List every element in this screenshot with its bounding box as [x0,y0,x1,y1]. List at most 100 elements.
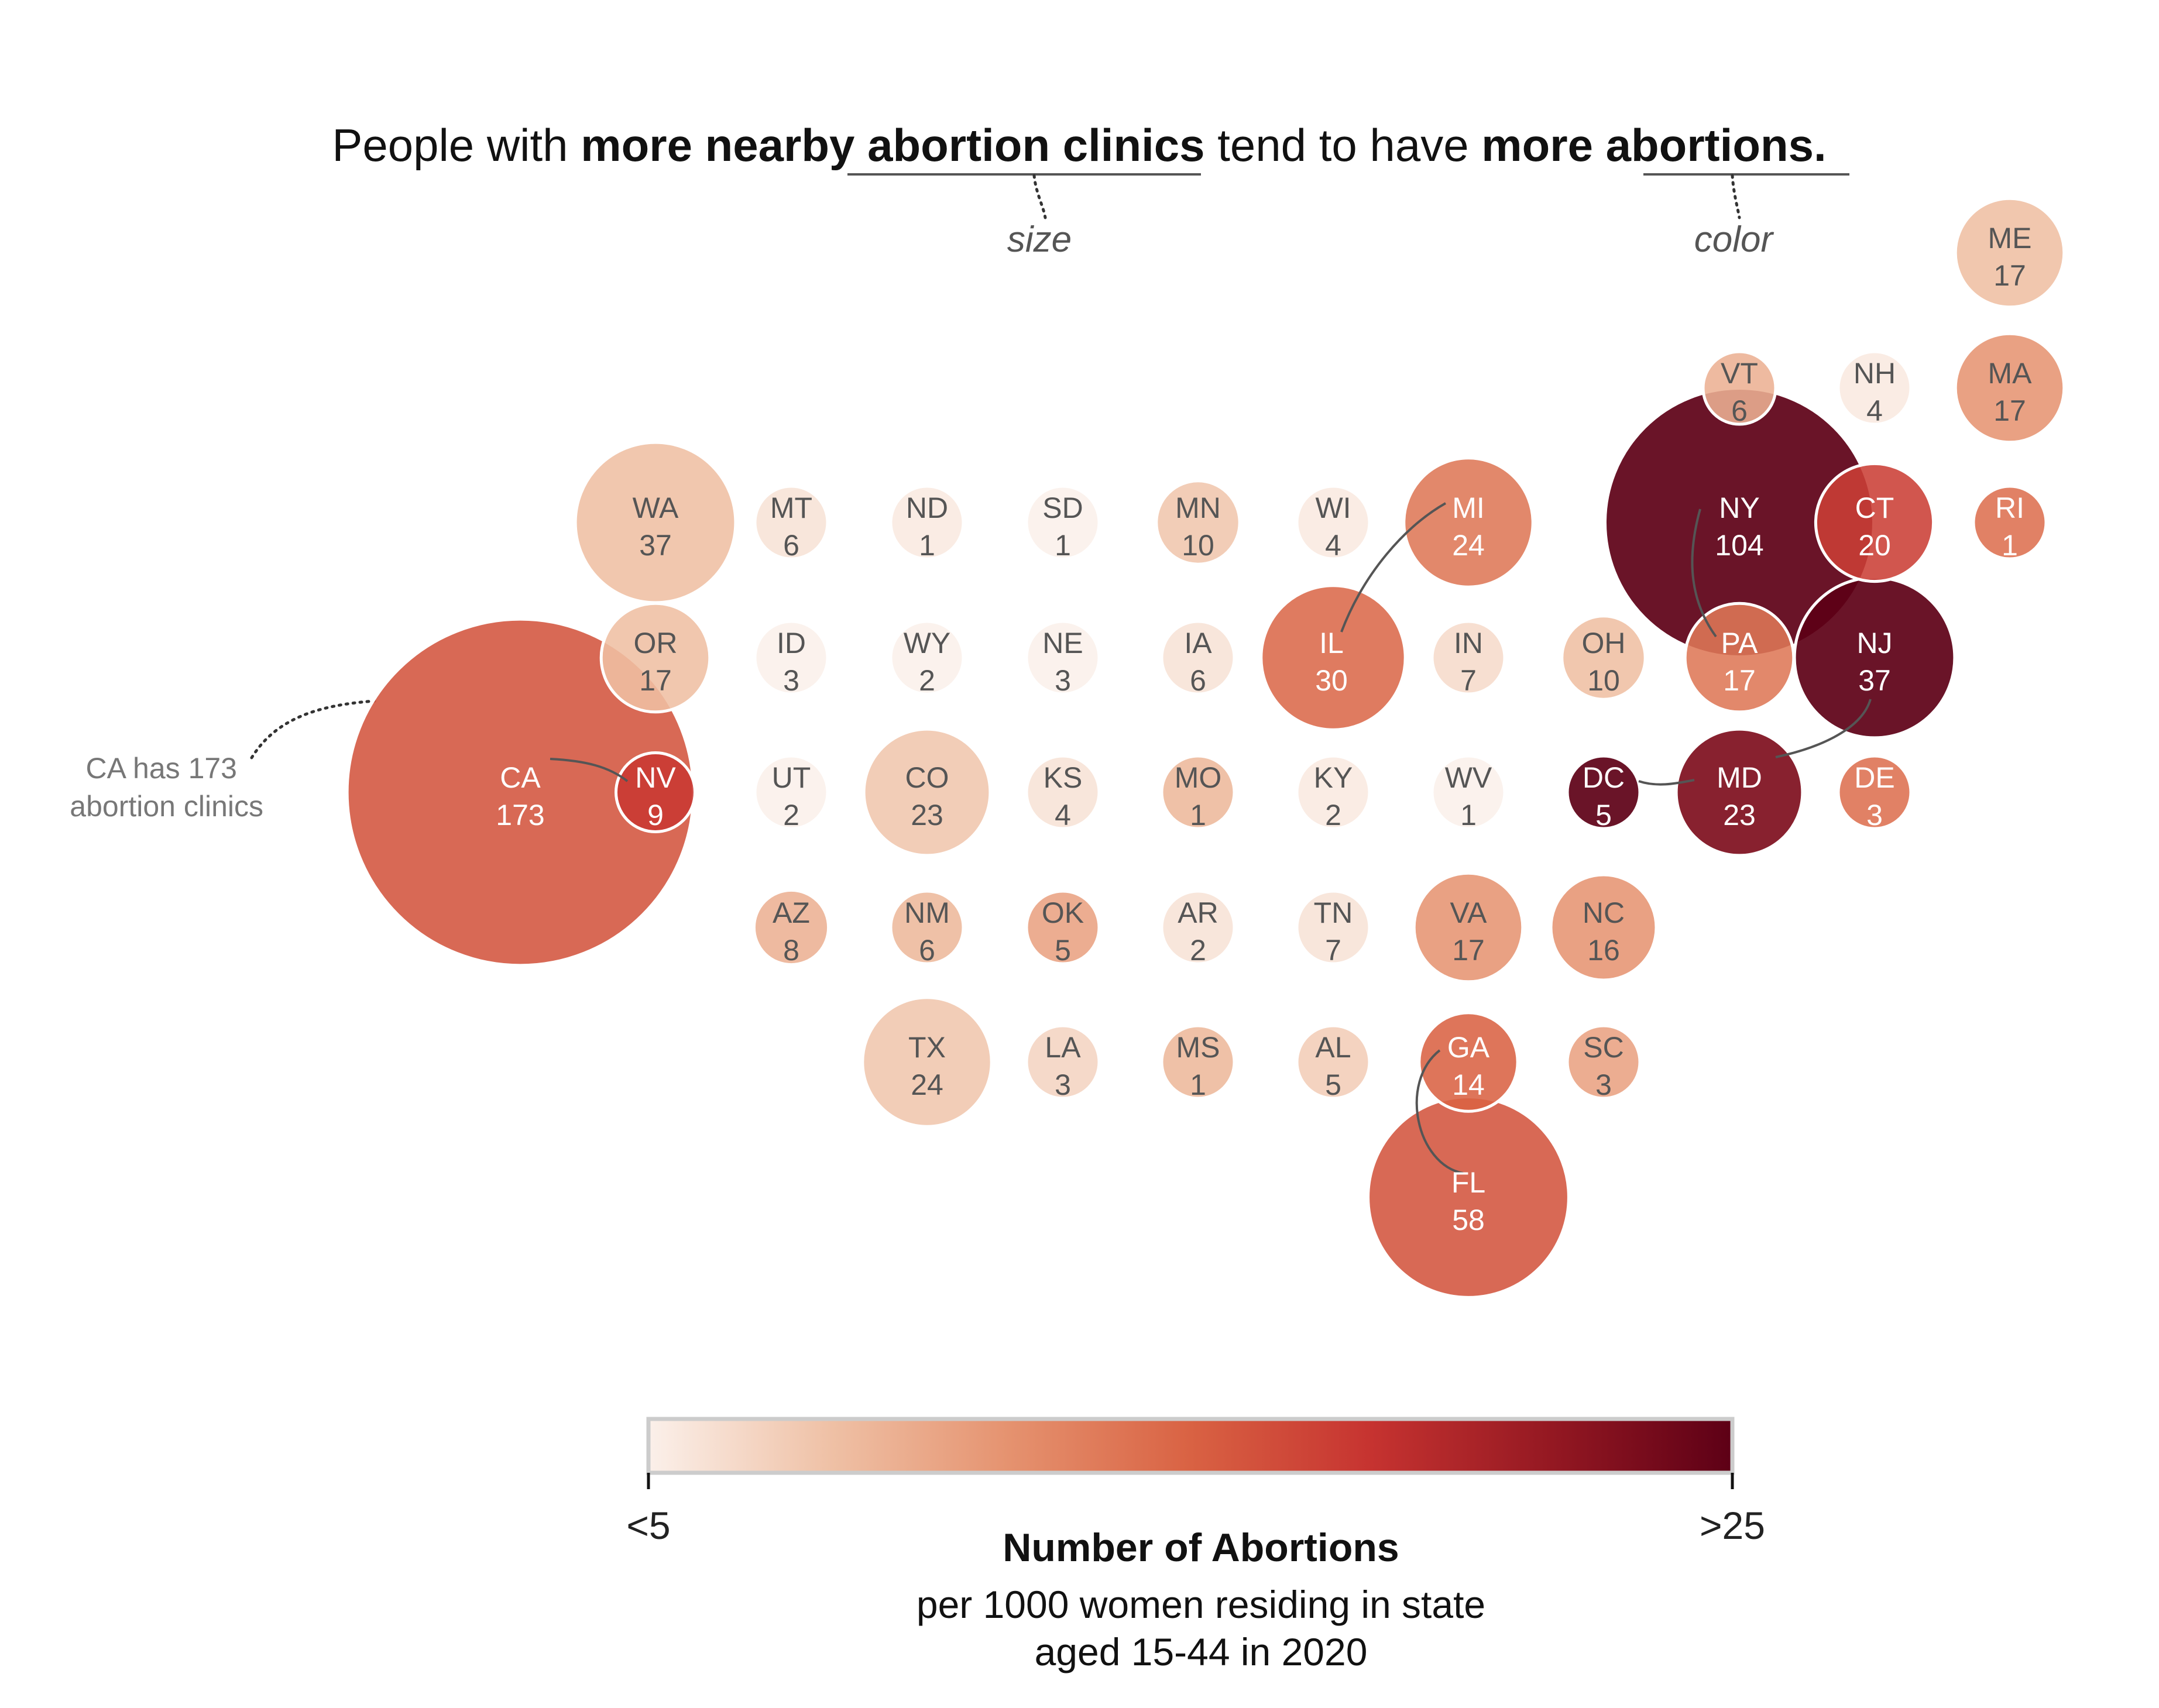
state-clinic-count: 23 [911,799,943,831]
state-clinic-count: 37 [639,529,672,562]
state-clinic-count: 37 [1858,664,1891,697]
state-abbr: ND [906,492,948,524]
bubble-oh [1560,614,1647,701]
state-abbr: KY [1314,761,1353,794]
state-clinic-count: 17 [1723,664,1756,697]
size-note: size [1007,219,1072,260]
state-clinic-count: 3 [1055,664,1071,697]
bubble-ne [1025,620,1101,696]
bubble-vt [1701,350,1777,426]
state-clinic-count: 6 [1190,664,1206,697]
connector-fl [1415,1049,1464,1174]
legend-gradient-bar [646,1417,1735,1475]
state-abbr: NV [635,761,676,794]
state-abbr: VA [1450,896,1488,929]
state-bubbles [345,197,2066,1299]
state-clinic-count: 2 [783,799,799,831]
bubble-co [862,727,992,857]
connector-il [1340,502,1446,633]
bubble-md [1674,727,1804,857]
color-legend: <5 >25 Number of Abortions per 1000 wome… [626,1417,1765,1673]
state-abbr: TN [1314,896,1353,929]
bubble-ga [1417,1011,1519,1113]
state-abbr: VT [1721,357,1758,390]
state-abbr: SC [1583,1031,1623,1064]
state-abbr: MD [1717,761,1762,794]
state-abbr: IA [1184,627,1212,659]
state-clinic-count: 1 [1190,1068,1206,1101]
state-abbr: WA [633,492,679,524]
bubble-id [753,620,829,696]
bubble-tn [1295,889,1371,965]
state-abbr: WY [904,627,951,659]
state-clinic-count: 3 [1866,799,1883,831]
ca-annotation-pointer [250,699,376,760]
state-clinic-count: 3 [783,664,799,697]
state-abbr: WV [1445,761,1492,794]
state-abbr: NJ [1856,627,1892,659]
state-clinic-count: 23 [1723,799,1756,831]
state-clinic-count: 4 [1866,394,1883,427]
state-abbr: AL [1315,1031,1351,1064]
state-abbr: GA [1447,1031,1490,1064]
state-clinic-count: 14 [1452,1068,1485,1101]
bubble-mt [753,484,829,561]
state-abbr: IL [1319,627,1344,659]
bubble-ct [1814,462,1935,583]
label-connectors [550,502,1872,1174]
state-clinic-count: 17 [1993,259,2026,292]
state-clinic-count: 4 [1325,529,1341,562]
bubble-ri [1972,484,2048,561]
bubble-nh [1837,350,1913,426]
bubble-or [599,602,712,714]
connector-pa [1691,508,1717,638]
state-clinic-count: 7 [1325,934,1341,967]
state-clinic-count: 6 [783,529,799,562]
state-clinic-count: 10 [1587,664,1620,697]
title-part-3: tend to have [1205,119,1482,171]
bubble-mn [1155,479,1241,566]
state-abbr: CO [905,761,949,794]
ca-annotation-line1: CA has 173 [85,752,237,785]
state-clinic-count: 9 [647,799,664,831]
bubble-ok [1025,889,1101,965]
state-abbr: ID [777,627,806,659]
state-clinic-count: 1 [1055,529,1071,562]
state-clinic-count: 17 [1993,394,2026,427]
state-clinic-count: 6 [1731,394,1748,427]
state-clinic-count: 5 [1055,934,1071,967]
state-abbr: FL [1451,1166,1485,1199]
state-clinic-count: 2 [1190,934,1206,967]
bubble-ma [1954,332,2066,444]
ca-annotation-line2: abortion clinics [70,790,263,823]
state-abbr: TX [908,1031,946,1064]
state-abbr: MT [770,492,812,524]
legend-subtitle-line2: aged 15-44 in 2020 [1035,1630,1368,1673]
state-abbr: MI [1452,492,1485,524]
state-abbr: NC [1583,896,1625,929]
color-pointer [1731,174,1741,219]
state-abbr: CA [500,761,541,794]
state-clinic-count: 1 [1460,799,1477,831]
title-part-0: People with [332,119,581,171]
bubble-la [1025,1024,1101,1100]
connector-nv [550,758,629,782]
bubble-nv [615,751,696,833]
state-clinic-count: 2 [1325,799,1341,831]
state-abbr: RI [1995,492,2024,524]
bubble-mo [1160,754,1236,830]
bubble-ks [1025,754,1101,830]
state-abbr: WI [1315,492,1351,524]
chart-title: People with more nearby abortion clinics… [332,119,1826,171]
state-clinic-count: 6 [919,934,935,967]
bubble-wi [1295,484,1371,561]
state-clinic-count: 8 [783,934,799,967]
title-part-1: more nearby [581,119,867,171]
size-pointer [1032,174,1047,219]
bubble-sd [1025,484,1101,561]
bubble-nd [889,484,965,561]
color-note: color [1694,219,1774,260]
state-clinic-count: 30 [1315,664,1348,697]
bubble-il [1259,584,1407,731]
